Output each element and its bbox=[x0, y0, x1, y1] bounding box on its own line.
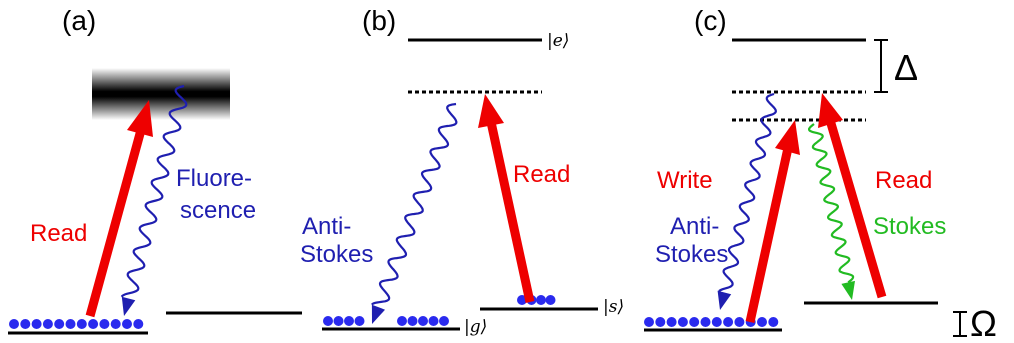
atom bbox=[323, 316, 333, 326]
panel-a-label: (a) bbox=[62, 5, 96, 36]
atom bbox=[644, 317, 654, 327]
atom bbox=[711, 317, 722, 327]
detuning-bracket bbox=[874, 39, 888, 93]
write-arrow-shaft bbox=[745, 147, 793, 323]
atom bbox=[99, 319, 110, 329]
atom bbox=[397, 316, 407, 326]
panel-c: (c) Δ Ω Write Read Anti- bbox=[644, 5, 997, 343]
panel-b: (b) |e⟩ |g⟩ |s⟩ Anti- Stokes Read bbox=[300, 5, 624, 337]
atom bbox=[723, 317, 734, 327]
read-label: Read bbox=[875, 167, 932, 194]
read-label: Read bbox=[30, 220, 87, 247]
atom-cloud bbox=[644, 317, 779, 327]
atom bbox=[42, 319, 53, 329]
atom bbox=[689, 317, 700, 327]
panel-a: (a) Read Fluore- scence bbox=[8, 5, 302, 335]
anti-stokes-label-line1: Anti- bbox=[302, 213, 351, 240]
read-arrow-shaft bbox=[85, 128, 146, 318]
read-arrow-head bbox=[818, 93, 843, 128]
atom-cloud-s bbox=[517, 295, 556, 305]
atom bbox=[9, 319, 19, 329]
stokes-wave bbox=[808, 123, 855, 284]
panel-c-label: (c) bbox=[694, 5, 727, 36]
atom bbox=[700, 317, 711, 327]
atom bbox=[65, 319, 76, 329]
anti-stokes-wave bbox=[718, 92, 777, 293]
atom-cloud-g-right bbox=[397, 316, 449, 326]
write-label: Write bbox=[657, 167, 713, 194]
atom bbox=[655, 317, 666, 327]
atom bbox=[768, 317, 779, 327]
atom bbox=[666, 317, 677, 327]
anti-stokes-label-line1: Anti- bbox=[670, 213, 719, 240]
atom bbox=[54, 319, 65, 329]
stokes-arrow-head bbox=[841, 280, 855, 300]
atom bbox=[734, 317, 745, 327]
anti-stokes-wave bbox=[371, 102, 458, 306]
stokes-label: Stokes bbox=[873, 213, 946, 240]
atom bbox=[344, 316, 354, 326]
atom bbox=[677, 317, 688, 327]
atom-cloud-g-left bbox=[323, 316, 365, 326]
atom bbox=[122, 319, 132, 329]
atom bbox=[333, 316, 344, 326]
anti-stokes-label-line2: Stokes bbox=[300, 241, 373, 268]
fluorescence-wave bbox=[120, 84, 188, 298]
read-arrow-shaft bbox=[486, 121, 535, 303]
anti-stokes-arrow-head bbox=[371, 304, 385, 324]
read-arrow-shaft bbox=[825, 118, 887, 299]
read-label: Read bbox=[513, 161, 570, 188]
delta-label: Δ bbox=[894, 47, 918, 88]
atom bbox=[536, 295, 546, 305]
panel-b-label: (b) bbox=[362, 5, 396, 36]
read-arrow-head bbox=[478, 94, 504, 128]
ket-s: |s⟩ bbox=[603, 297, 624, 317]
read-arrow-head bbox=[127, 100, 153, 137]
fluorescence-label-line1: Fluore- bbox=[176, 165, 252, 192]
atom bbox=[20, 319, 31, 329]
broadened-excited-level bbox=[92, 68, 230, 120]
atom bbox=[757, 317, 767, 327]
atom-cloud bbox=[9, 319, 144, 329]
atom bbox=[418, 316, 428, 326]
atom bbox=[133, 319, 144, 329]
fluorescence-arrow-head bbox=[121, 296, 136, 316]
atom bbox=[407, 316, 418, 326]
atom bbox=[545, 295, 556, 305]
ket-e: |e⟩ bbox=[547, 31, 569, 51]
anti-stokes-arrow-head bbox=[717, 290, 732, 310]
omega-bracket bbox=[953, 311, 967, 337]
ket-g: |g⟩ bbox=[464, 317, 487, 337]
atom bbox=[439, 316, 449, 326]
fluorescence-label-line2: scence bbox=[180, 197, 256, 224]
atom bbox=[428, 316, 439, 326]
atom bbox=[88, 319, 99, 329]
anti-stokes-label-line2: Stokes bbox=[655, 241, 728, 268]
atom bbox=[354, 316, 365, 326]
atom bbox=[110, 319, 121, 329]
atom bbox=[31, 319, 42, 329]
omega-label: Ω bbox=[970, 303, 997, 343]
write-arrow-head bbox=[775, 120, 800, 155]
atom bbox=[76, 319, 87, 329]
